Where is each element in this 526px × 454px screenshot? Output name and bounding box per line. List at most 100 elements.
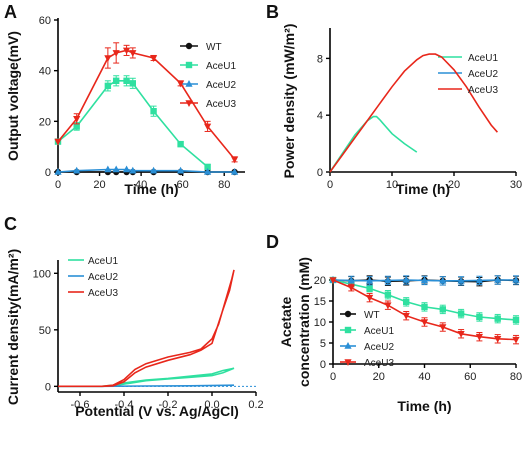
- y-tick-label: 20: [314, 275, 326, 287]
- x-axis-label: Potential (V vs. Ag/AgCl): [75, 403, 239, 419]
- series-aceu2: [329, 275, 520, 286]
- data-point: [104, 82, 112, 90]
- data-point: [129, 166, 137, 174]
- data-point: [402, 276, 410, 283]
- data-point: [366, 294, 374, 302]
- series-line: [58, 269, 235, 388]
- data-point: [512, 316, 520, 324]
- series-line: [58, 367, 235, 388]
- data-point: [176, 166, 185, 174]
- data-point: [347, 284, 355, 292]
- data-point: [231, 156, 239, 164]
- data-point: [344, 310, 352, 318]
- x-axis-label: Time (h): [124, 181, 178, 197]
- data-point: [384, 291, 392, 298]
- panel-label: A: [4, 2, 17, 22]
- legend-label: AceU2: [364, 342, 394, 353]
- data-point: [512, 336, 520, 344]
- data-point: [150, 108, 157, 115]
- series-aceu2: [54, 165, 239, 175]
- data-point: [112, 50, 120, 57]
- panel-c: C -0.6 -0.4 -0.2 0.0 0.2 0 50 100 Potential (V vs…: [4, 214, 264, 419]
- legend-label: AceU2: [468, 69, 498, 80]
- series-line: [332, 279, 517, 321]
- y-tick-label: 0: [317, 167, 323, 179]
- legend-label: AceU1: [206, 61, 236, 72]
- x-tick-label: 0: [327, 179, 333, 191]
- y-tick-label: 10: [314, 317, 326, 329]
- x-tick-label: 0.2: [248, 399, 263, 411]
- x-tick-label: 0.0: [204, 399, 219, 411]
- data-point: [73, 166, 81, 174]
- data-point: [494, 336, 502, 343]
- data-point: [204, 168, 212, 175]
- series-aceu1: [54, 75, 211, 171]
- x-axis-label: Time (h): [397, 398, 451, 414]
- data-point: [122, 165, 131, 173]
- x-tick-label: -0.2: [159, 399, 178, 411]
- legend-label: AceU3: [364, 358, 394, 369]
- y-tick-label: 0: [45, 167, 51, 179]
- data-point: [403, 298, 410, 306]
- x-tick-label: 30: [510, 179, 522, 191]
- data-point: [439, 324, 447, 332]
- y-tick-label: 4: [317, 110, 323, 122]
- x-tick-label: 40: [418, 371, 430, 383]
- x-tick-label: 60: [464, 371, 476, 383]
- data-point: [112, 165, 120, 173]
- data-point: [457, 310, 465, 317]
- series-aceu3: [329, 277, 520, 345]
- data-point: [384, 302, 392, 310]
- y-axis-label-line1: Acetate: [278, 297, 294, 348]
- data-point: [420, 276, 429, 284]
- data-point: [73, 116, 81, 123]
- data-point: [384, 276, 392, 284]
- data-point: [457, 330, 465, 338]
- legend-label: AceU1: [88, 256, 118, 267]
- data-point: [457, 276, 465, 284]
- data-point: [204, 163, 211, 171]
- series-aceu3: [58, 269, 235, 388]
- y-tick-label: 15: [314, 296, 326, 308]
- y-tick-label: 50: [39, 325, 51, 337]
- data-point: [494, 315, 501, 322]
- y-axis-label: Acetate concentration (mM): [278, 257, 312, 387]
- series-line: [57, 80, 209, 168]
- y-tick-label: 0: [45, 381, 51, 393]
- data-point: [231, 168, 239, 175]
- y-axis-label: Output voltage(mV): [5, 31, 21, 161]
- data-point: [439, 306, 446, 313]
- data-point: [129, 80, 136, 87]
- data-point: [149, 55, 158, 62]
- legend-label: AceU2: [88, 272, 118, 283]
- y-tick-label: 20: [39, 116, 51, 128]
- x-tick-label: 60: [177, 179, 189, 191]
- x-tick-label: 20: [373, 371, 385, 383]
- series-aceu3: [329, 53, 499, 173]
- data-point: [366, 285, 373, 292]
- panel-label: B: [266, 2, 279, 22]
- data-point: [344, 342, 352, 349]
- legend-label: AceU3: [468, 85, 498, 96]
- data-point: [185, 42, 193, 50]
- legend-label: WT: [364, 310, 380, 321]
- series-line: [329, 53, 499, 173]
- series-aceu1: [329, 115, 418, 173]
- data-point: [54, 138, 62, 146]
- data-point: [512, 276, 520, 283]
- data-point: [112, 77, 120, 84]
- data-point: [366, 276, 374, 284]
- data-point: [204, 123, 212, 131]
- series-line: [329, 115, 418, 173]
- x-tick-label: 10: [386, 179, 398, 191]
- data-point: [104, 165, 112, 173]
- data-point: [402, 312, 410, 320]
- data-point: [494, 276, 502, 283]
- series-line: [57, 168, 235, 173]
- legend-label: AceU2: [206, 80, 236, 91]
- data-point: [185, 80, 193, 87]
- data-point: [475, 276, 483, 284]
- y-tick-label: 40: [39, 66, 51, 78]
